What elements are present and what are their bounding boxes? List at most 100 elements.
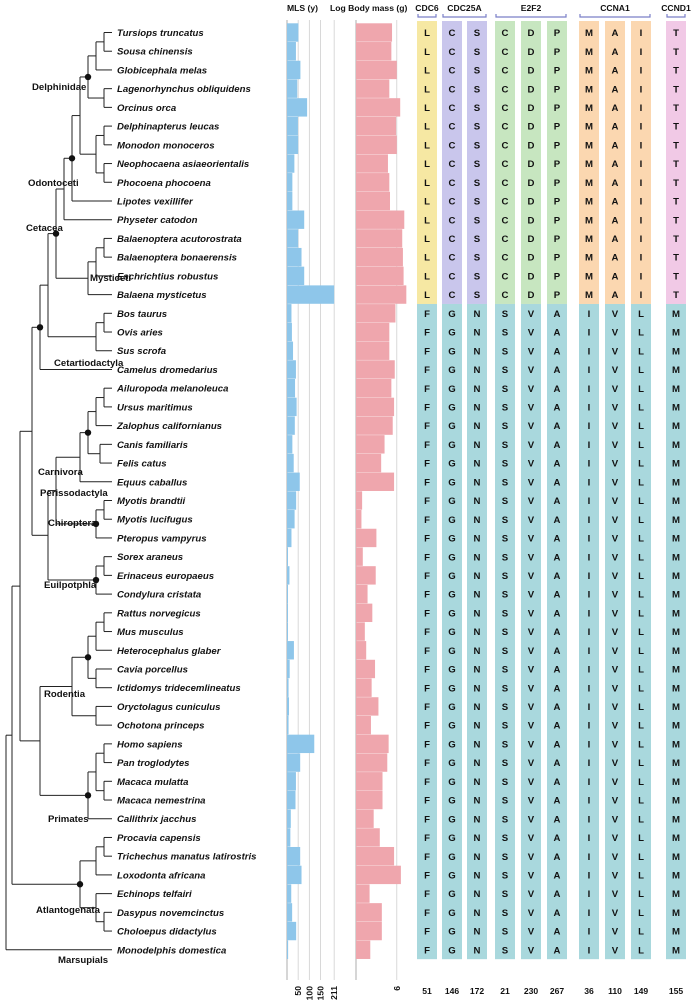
- mass-bar: [356, 903, 382, 922]
- residue-cell: C: [502, 122, 509, 133]
- residue-cell: M: [672, 403, 680, 414]
- residue-cell: T: [673, 84, 679, 95]
- residue-cell: M: [585, 253, 593, 264]
- mass-bar: [356, 940, 371, 959]
- mls-tick-label: 150: [316, 986, 326, 1000]
- residue-cell: A: [554, 552, 561, 563]
- residue-cell: V: [612, 721, 619, 732]
- residue-cell: M: [672, 477, 680, 488]
- residue-cell: V: [528, 683, 535, 694]
- residue-cell: G: [448, 889, 455, 900]
- residue-cell: V: [528, 646, 535, 657]
- residue-cell: A: [554, 702, 561, 713]
- residue-cell: S: [502, 702, 509, 713]
- residue-cell: S: [474, 84, 481, 95]
- residue-cell: I: [640, 271, 643, 282]
- residue-cell: V: [612, 777, 619, 788]
- residue-cell: D: [528, 271, 535, 282]
- mass-bar: [356, 453, 382, 473]
- mass-bar: [356, 135, 397, 155]
- residue-cell: M: [672, 328, 680, 339]
- residue-cell: D: [528, 66, 535, 77]
- mass-bar: [356, 416, 393, 435]
- species-label: Camelus dromedarius: [117, 365, 218, 376]
- residue-cell: T: [673, 66, 679, 77]
- species-label: Echinops telfairi: [117, 889, 192, 900]
- residue-cell: G: [448, 665, 455, 676]
- residue-cell: S: [502, 814, 509, 825]
- alignment-other-block: [417, 303, 437, 960]
- clade-label: Delphinidae: [32, 82, 86, 93]
- residue-cell: L: [424, 290, 430, 301]
- residue-cell: I: [640, 159, 643, 170]
- residue-cell: P: [554, 215, 561, 226]
- gene-bracket: [495, 14, 567, 18]
- species-label: Ailuropoda melanoleuca: [116, 384, 229, 395]
- residue-cell: I: [588, 945, 591, 956]
- residue-cell: F: [424, 590, 430, 601]
- residue-cell: V: [612, 665, 619, 676]
- residue-cell: S: [474, 197, 481, 208]
- residue-cell: V: [528, 945, 535, 956]
- residue-cell: C: [449, 234, 456, 245]
- gene-header: E2F2: [521, 3, 542, 13]
- residue-cell: G: [448, 702, 455, 713]
- residue-cell: F: [424, 777, 430, 788]
- residue-cell: M: [672, 908, 680, 919]
- residue-cell: P: [554, 271, 561, 282]
- mass-bar: [356, 884, 370, 903]
- residue-cell: S: [502, 852, 509, 863]
- residue-cell: S: [474, 271, 481, 282]
- mls-bar: [287, 360, 296, 379]
- species-label: Ictidomys tridecemlineatus: [117, 683, 241, 694]
- residue-cell: S: [502, 328, 509, 339]
- residue-cell: S: [502, 534, 509, 545]
- species-label: Erinaceus europaeus: [117, 571, 214, 582]
- residue-cell: A: [554, 833, 561, 844]
- residue-cell: T: [673, 253, 679, 264]
- residue-cell: M: [672, 496, 680, 507]
- residue-cell: A: [554, 440, 561, 451]
- atlantogenata-node: [76, 881, 84, 888]
- residue-cell: D: [528, 215, 535, 226]
- gene-bracket: [579, 14, 651, 18]
- residue-position-label: 21: [500, 986, 510, 996]
- residue-cell: S: [502, 889, 509, 900]
- residue-cell: V: [528, 328, 535, 339]
- residue-cell: C: [449, 178, 456, 189]
- residue-cell: I: [588, 889, 591, 900]
- residue-cell: V: [528, 421, 535, 432]
- residue-cell: P: [554, 178, 561, 189]
- residue-cell: V: [528, 758, 535, 769]
- residue-cell: F: [424, 515, 430, 526]
- residue-cell: T: [673, 178, 679, 189]
- residue-cell: T: [673, 140, 679, 151]
- species-label: Ursus maritimus: [117, 402, 193, 413]
- alignment-other-block: [547, 303, 567, 960]
- residue-cell: C: [449, 122, 456, 133]
- residue-cell: A: [554, 403, 561, 414]
- residue-cell: V: [612, 608, 619, 619]
- residue-cell: F: [424, 665, 430, 676]
- residue-cell: A: [612, 84, 619, 95]
- residue-cell: M: [585, 290, 593, 301]
- species-label: Rattus norvegicus: [117, 608, 201, 619]
- gene-header: CCND1: [661, 3, 691, 13]
- species-label: Phocoena phocoena: [117, 178, 211, 189]
- mass-bar: [356, 266, 404, 286]
- residue-cell: V: [612, 739, 619, 750]
- residue-cell: M: [672, 721, 680, 732]
- residue-cell: V: [528, 403, 535, 414]
- residue-cell: C: [449, 28, 456, 39]
- residue-cell: F: [424, 384, 430, 395]
- residue-cell: S: [474, 215, 481, 226]
- mass-bar: [356, 79, 390, 98]
- clade-label: Marsupials: [58, 955, 108, 966]
- residue-cell: A: [554, 871, 561, 882]
- gene-header: CCNA1: [600, 3, 630, 13]
- mls-bar: [287, 603, 288, 623]
- residue-cell: T: [673, 290, 679, 301]
- species-label: Globicephala melas: [117, 65, 207, 76]
- residue-cell: D: [528, 122, 535, 133]
- residue-cell: V: [612, 927, 619, 938]
